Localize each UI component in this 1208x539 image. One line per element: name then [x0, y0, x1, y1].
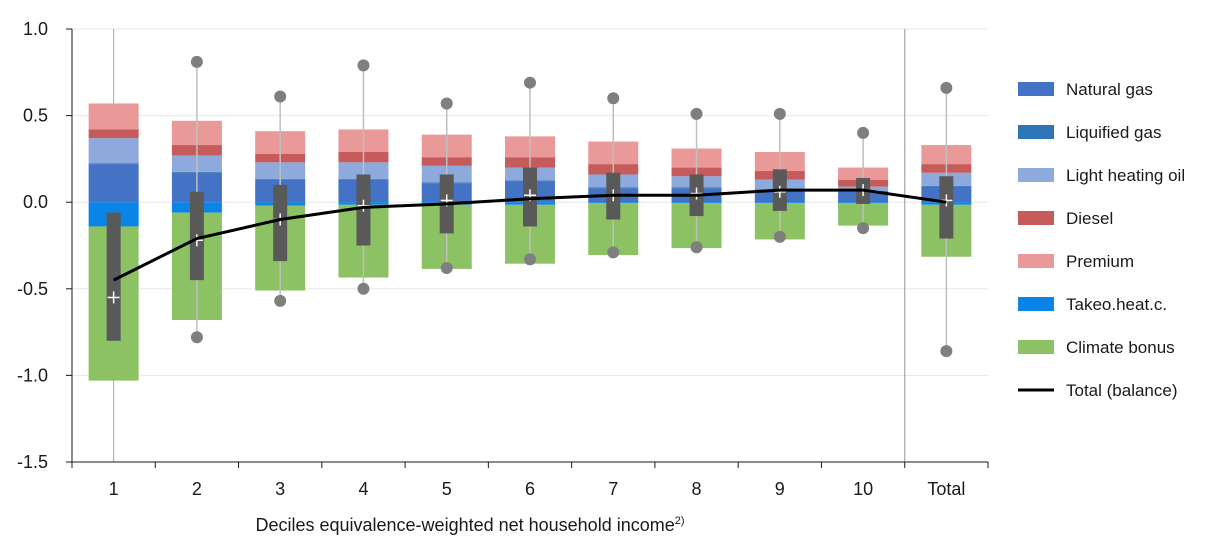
- y-tick-label: 0.5: [23, 106, 48, 126]
- outlier-point: [190, 331, 203, 344]
- bar-segment: [88, 163, 139, 165]
- box: [939, 176, 954, 239]
- legend-label: Total (balance): [1066, 381, 1178, 400]
- outlier-point: [940, 81, 953, 94]
- outlier-point: [274, 90, 287, 103]
- legend-label: Premium: [1066, 252, 1134, 271]
- y-tick-label: -1.0: [17, 365, 48, 385]
- outlier-point: [357, 282, 370, 295]
- x-tick-label: 4: [358, 479, 368, 499]
- legend-swatch: [1018, 297, 1054, 311]
- box: [106, 212, 121, 341]
- outlier-point: [857, 222, 870, 235]
- outlier-point: [524, 76, 536, 89]
- legend-label: Liquified gas: [1066, 123, 1161, 142]
- outlier-point: [524, 253, 536, 266]
- outlier-point: [357, 59, 370, 72]
- x-tick-label: 10: [853, 479, 873, 499]
- outlier-point: [607, 92, 620, 105]
- outlier-point: [607, 246, 620, 259]
- boxplots: [106, 55, 954, 358]
- x-tick-label: 7: [608, 479, 618, 499]
- axes: 1.0 0.5 0.0 -0.5 -1.0 -1.5 1 2 3 4 5 6 7 8 9 10 Total: [17, 19, 989, 499]
- outlier-point: [690, 107, 703, 120]
- legend-swatch: [1018, 125, 1054, 139]
- y-tick-label: 1.0: [23, 19, 48, 39]
- bar-segment: [88, 129, 139, 139]
- outlier-point: [440, 262, 453, 275]
- x-tick-label: Total: [927, 479, 965, 499]
- x-tick-label: 3: [275, 479, 285, 499]
- outlier-point: [773, 230, 786, 243]
- outlier-point: [940, 345, 953, 358]
- y-tick-label: -0.5: [17, 279, 48, 299]
- x-tick-label: 1: [109, 479, 119, 499]
- legend: Natural gas Liquified gas Light heating oi…: [1018, 80, 1185, 400]
- outlier-point: [773, 107, 786, 120]
- legend-label: Natural gas: [1066, 80, 1153, 99]
- x-tick-label: 2: [192, 479, 202, 499]
- outlier-point: [857, 126, 870, 139]
- x-tick-label: 6: [525, 479, 535, 499]
- legend-swatch: [1018, 340, 1054, 354]
- y-tick-label: 0.0: [23, 192, 48, 212]
- x-axis-label: Deciles equivalence-weighted net househo…: [255, 515, 684, 535]
- outlier-point: [274, 294, 287, 307]
- legend-label: Climate bonus: [1066, 338, 1175, 357]
- legend-swatch: [1018, 82, 1054, 96]
- outlier-point: [440, 97, 453, 110]
- legend-swatch: [1018, 254, 1054, 268]
- outlier-point: [690, 241, 703, 254]
- legend-swatch: [1018, 168, 1054, 182]
- legend-label: Diesel: [1066, 209, 1113, 228]
- balance-line-path: [112, 188, 947, 282]
- legend-swatch: [1018, 211, 1054, 225]
- legend-label: Takeo.heat.c.: [1066, 295, 1167, 314]
- legend-label: Light heating oil: [1066, 166, 1185, 185]
- balance-line: [112, 188, 947, 282]
- outlier-point: [190, 55, 203, 68]
- x-tick-label: 5: [442, 479, 452, 499]
- x-tick-label: 8: [692, 479, 702, 499]
- y-tick-label: -1.5: [17, 452, 48, 472]
- bar-segment: [88, 138, 139, 164]
- bar-segment: [88, 164, 139, 203]
- bar-segment: [88, 103, 139, 130]
- x-tick-label: 9: [775, 479, 785, 499]
